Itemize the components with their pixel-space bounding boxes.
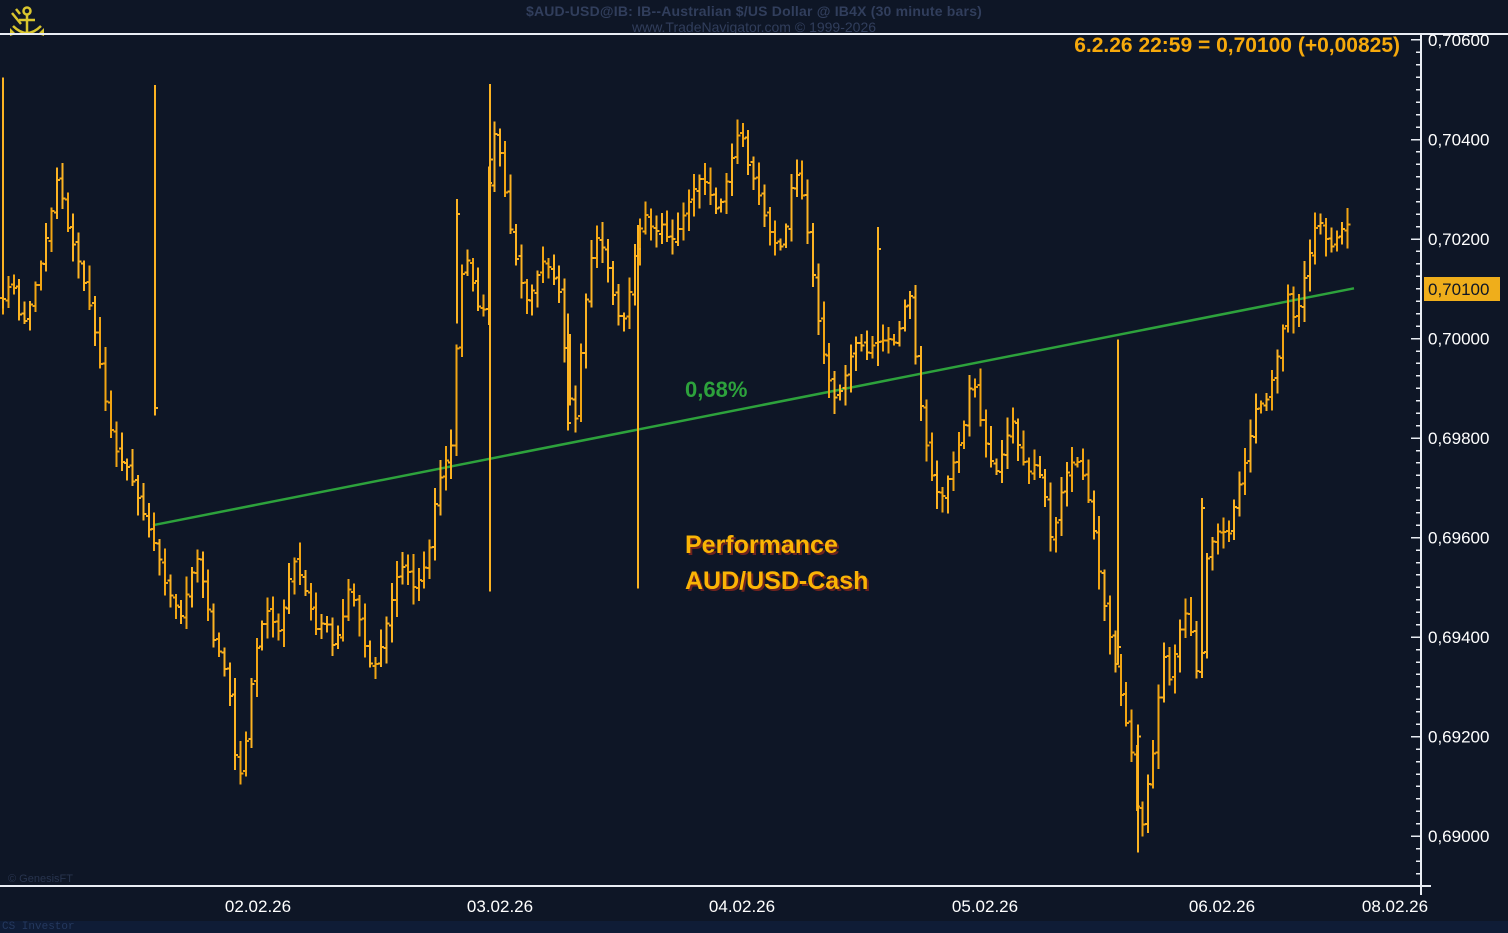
performance-annotation-line1: Performance — [685, 531, 838, 559]
svg-text:02.02.26: 02.02.26 — [225, 897, 291, 916]
chart-subtitle: www.TradeNavigator.com © 1999-2026 — [631, 19, 877, 35]
svg-text:06.02.26: 06.02.26 — [1189, 897, 1255, 916]
svg-text:0,70200: 0,70200 — [1428, 230, 1489, 249]
svg-text:0,69600: 0,69600 — [1428, 529, 1489, 548]
performance-annotation-line2: AUD/USD-Cash — [685, 567, 869, 595]
svg-text:0,70400: 0,70400 — [1428, 131, 1489, 150]
svg-text:0,69800: 0,69800 — [1428, 429, 1489, 448]
svg-text:0,69200: 0,69200 — [1428, 728, 1489, 747]
svg-text:03.02.26: 03.02.26 — [467, 897, 533, 916]
svg-text:08.02.26: 08.02.26 — [1362, 897, 1428, 916]
svg-text:0,69000: 0,69000 — [1428, 827, 1489, 846]
chart-title: $AUD-USD@IB: IB--Australian $/US Dollar … — [525, 3, 983, 19]
trendline-performance-label: 0,68% — [685, 377, 748, 402]
last-price-readout: 6.2.26 22:59 = 0,70100 (+0,00825) — [1074, 34, 1400, 57]
status-bar: CS Investor — [0, 921, 1508, 933]
svg-text:05.02.26: 05.02.26 — [952, 897, 1018, 916]
svg-text:0,69400: 0,69400 — [1428, 628, 1489, 647]
svg-text:0,70100: 0,70100 — [1428, 280, 1489, 299]
status-bar-text: CS Investor — [2, 921, 75, 933]
performance-annotation: Performance AUD/USD-Cash — [685, 527, 868, 599]
genesis-copyright: © GenesisFT — [8, 873, 73, 885]
top-divider — [0, 33, 1508, 35]
svg-text:0,70000: 0,70000 — [1428, 330, 1489, 349]
svg-text:04.02.26: 04.02.26 — [709, 897, 775, 916]
svg-text:0,70600: 0,70600 — [1428, 31, 1489, 50]
